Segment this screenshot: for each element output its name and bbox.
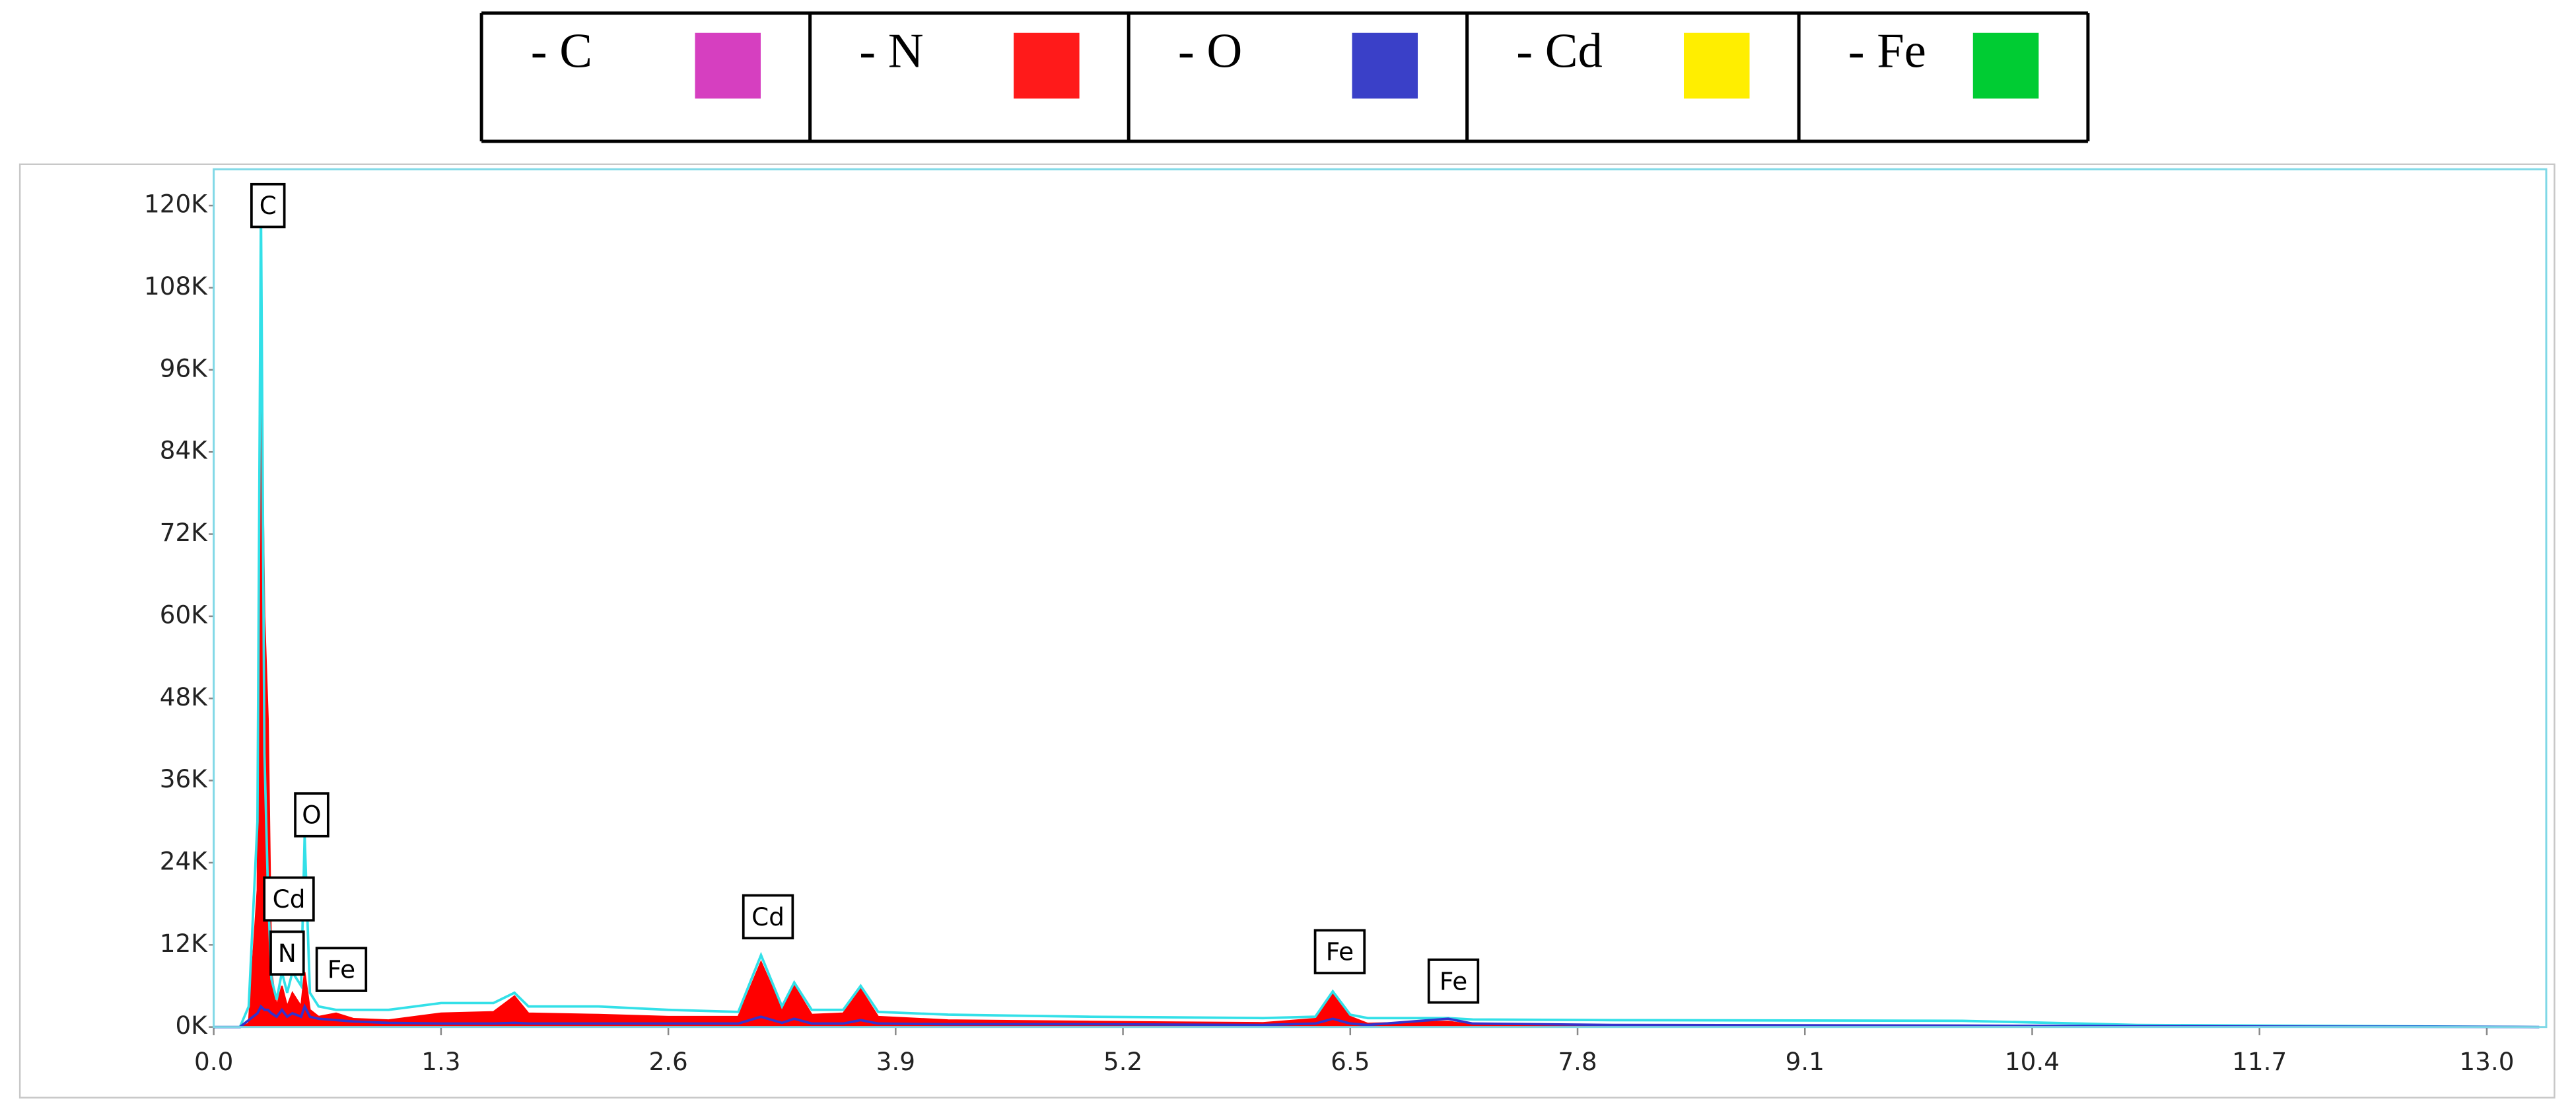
peak-label: Cd xyxy=(273,884,306,914)
legend-swatch xyxy=(1972,32,2039,99)
legend-swatch xyxy=(1014,32,1080,99)
legend-label: - N xyxy=(859,24,923,79)
peak-label-box xyxy=(294,792,330,838)
y-tick-label: 96K xyxy=(160,353,208,382)
plot-area: 0K 12K 24K 36K 48K 60K 72K 84K 96K 108K 120K 0.0 1.3… xyxy=(144,168,2548,1076)
legend-swatch xyxy=(1683,32,1750,99)
legend-label: - C xyxy=(531,24,592,79)
x-tick-label: 2.6 xyxy=(648,1047,687,1076)
chart-frame xyxy=(18,163,2556,1099)
y-tick-label: 36K xyxy=(160,764,208,793)
x-tick-label: 9.1 xyxy=(1786,1047,1825,1076)
x-tick-label: 13.0 xyxy=(2459,1047,2514,1076)
x-tick-label: 0.0 xyxy=(194,1047,233,1076)
y-tick-label: 0K xyxy=(176,1011,209,1040)
y-tick-label: 84K xyxy=(160,436,208,465)
peak-label: C xyxy=(260,191,277,220)
x-tick-label: 3.9 xyxy=(876,1047,915,1076)
plot-border xyxy=(213,168,2548,1029)
x-tick-label: 11.7 xyxy=(2232,1047,2287,1076)
x-tick-label: 6.5 xyxy=(1331,1047,1370,1076)
legend-label: - Cd xyxy=(1516,24,1603,79)
peak-label-box xyxy=(250,182,286,229)
peak-label-box xyxy=(1427,958,1480,1004)
x-tick-label: 10.4 xyxy=(2005,1047,2060,1076)
peak-label-box xyxy=(315,947,368,992)
peak-label: O xyxy=(302,800,321,829)
spectrum-line xyxy=(213,205,2540,1029)
legend-swatch xyxy=(695,32,761,99)
y-tick-label: 24K xyxy=(160,846,208,875)
spectrum-area xyxy=(213,328,2540,1028)
legend-label: - Fe xyxy=(1848,24,1926,79)
y-tick-label: 120K xyxy=(144,190,208,219)
x-tick-label: 7.8 xyxy=(1558,1047,1597,1076)
legend-label: - O xyxy=(1178,24,1242,79)
y-tick-label: 108K xyxy=(144,271,208,301)
peak-label: Fe xyxy=(1440,966,1467,995)
peak-label-box xyxy=(263,876,315,922)
x-tick-label: 5.2 xyxy=(1103,1047,1142,1076)
legend-swatch xyxy=(1352,32,1418,99)
peak-label: Cd xyxy=(751,902,784,931)
peak-label-box xyxy=(742,894,794,940)
peak-label-box xyxy=(269,930,305,976)
peak-label: Fe xyxy=(328,955,355,984)
y-tick-label: 72K xyxy=(160,518,208,547)
legend: - C - N - O - Cd - Fe xyxy=(479,11,2090,143)
y-tick-label: 60K xyxy=(160,600,208,629)
y-tick-label: 48K xyxy=(160,682,208,711)
spectrum-line xyxy=(213,1003,2540,1029)
y-tick-label: 12K xyxy=(160,929,208,958)
peak-label-box xyxy=(1313,929,1366,974)
peak-label: Fe xyxy=(1326,937,1354,966)
peak-label: N xyxy=(278,939,296,968)
x-tick-label: 1.3 xyxy=(421,1047,460,1076)
